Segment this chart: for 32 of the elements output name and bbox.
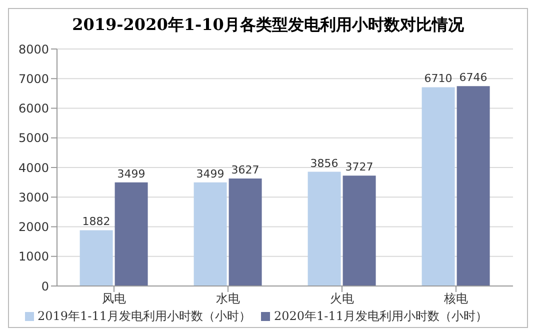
y-tick-label: 4000 <box>18 160 49 175</box>
bar <box>422 87 455 286</box>
data-label: 3499 <box>117 167 146 180</box>
legend-label: 2019年1-11月发电利用小时数（小时） <box>38 309 251 323</box>
y-tick-label: 1000 <box>18 250 49 264</box>
y-tick-label: 5000 <box>18 131 49 146</box>
data-label: 3727 <box>345 160 374 174</box>
y-tick-label: 6000 <box>18 102 49 116</box>
bar <box>342 176 376 286</box>
bar <box>308 172 341 286</box>
y-tick-label: 7000 <box>18 72 49 86</box>
y-tick-label: 3000 <box>18 190 49 204</box>
data-label: 6746 <box>459 71 488 84</box>
data-label: 3627 <box>231 164 260 177</box>
x-tick-label: 水电 <box>216 292 240 306</box>
x-tick-label: 风电 <box>102 292 126 306</box>
x-tick-label: 核电 <box>443 292 468 306</box>
y-tick-label: 2000 <box>18 220 49 234</box>
data-label: 3856 <box>310 156 338 170</box>
data-label: 3499 <box>196 167 224 180</box>
data-label: 6710 <box>424 72 452 86</box>
bar <box>456 86 490 286</box>
bar <box>194 182 227 286</box>
y-tick-label: 8000 <box>18 42 49 56</box>
chart-title: 2019-2020年1-10月各类型发电利用小时数对比情况 <box>71 15 465 36</box>
x-tick-label: 火电 <box>330 292 354 306</box>
bar <box>114 182 148 286</box>
bar <box>228 178 262 286</box>
bar <box>80 230 113 286</box>
y-tick-label: 0 <box>41 279 49 294</box>
data-label: 1882 <box>82 215 110 228</box>
legend-label: 2020年1-11月发电利用小时数（小时） <box>274 309 488 323</box>
